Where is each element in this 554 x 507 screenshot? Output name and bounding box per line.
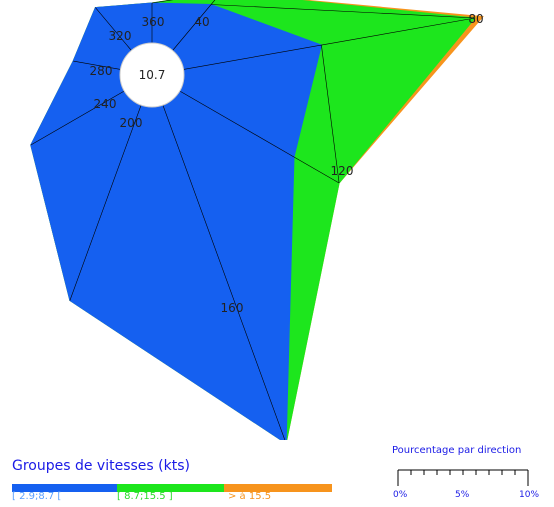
legend-label-high: > à 15.5 bbox=[228, 491, 272, 502]
spoke-320 bbox=[95, 7, 132, 51]
spoke-240 bbox=[30, 90, 125, 146]
spoke-120 bbox=[179, 90, 295, 158]
spoke-40 bbox=[172, 4, 212, 51]
calm-value: 10.7 bbox=[139, 68, 166, 82]
direction-label-120: 120 bbox=[331, 164, 354, 178]
spoke-outer-80 bbox=[321, 17, 476, 46]
spoke-160 bbox=[162, 104, 286, 440]
legend-swatch-high bbox=[224, 484, 332, 492]
direction-label-240: 240 bbox=[94, 97, 117, 111]
scale-title: Pourcentage par direction bbox=[392, 445, 522, 456]
percent-scale-bar bbox=[397, 469, 529, 486]
legend-label-low: [ 2.9;8.7 [ bbox=[12, 491, 62, 502]
direction-label-280: 280 bbox=[90, 64, 113, 78]
spoke-outer-40 bbox=[210, 0, 216, 5]
calm-circle bbox=[119, 42, 185, 108]
direction-label-200: 200 bbox=[120, 116, 143, 130]
legend-swatch-low bbox=[12, 484, 117, 492]
edge-40-80 bbox=[211, 4, 476, 19]
legend-swatch-mid bbox=[117, 484, 224, 492]
direction-label-360: 360 bbox=[142, 15, 165, 29]
series-area-0 bbox=[30, 2, 322, 440]
edge-360-40 bbox=[151, 0, 174, 4]
direction-label-320: 320 bbox=[109, 29, 132, 43]
legend-title: Groupes de vitesses (kts) bbox=[12, 458, 190, 474]
legend-label-mid: [ 8.7;15.5 ] bbox=[117, 491, 173, 502]
scale-label-0: 0% bbox=[393, 490, 408, 500]
direction-label-160: 160 bbox=[221, 301, 244, 315]
scale-label-10: 10% bbox=[519, 490, 540, 500]
spoke-80 bbox=[183, 44, 322, 70]
direction-label-40: 40 bbox=[194, 15, 209, 29]
edge-80-120 bbox=[321, 45, 340, 184]
spoke-200 bbox=[69, 104, 142, 301]
spoke-280 bbox=[73, 60, 121, 70]
direction-label-80: 80 bbox=[468, 12, 483, 26]
spoke-outer-120 bbox=[293, 156, 340, 184]
scale-label-5: 5% bbox=[455, 490, 470, 500]
